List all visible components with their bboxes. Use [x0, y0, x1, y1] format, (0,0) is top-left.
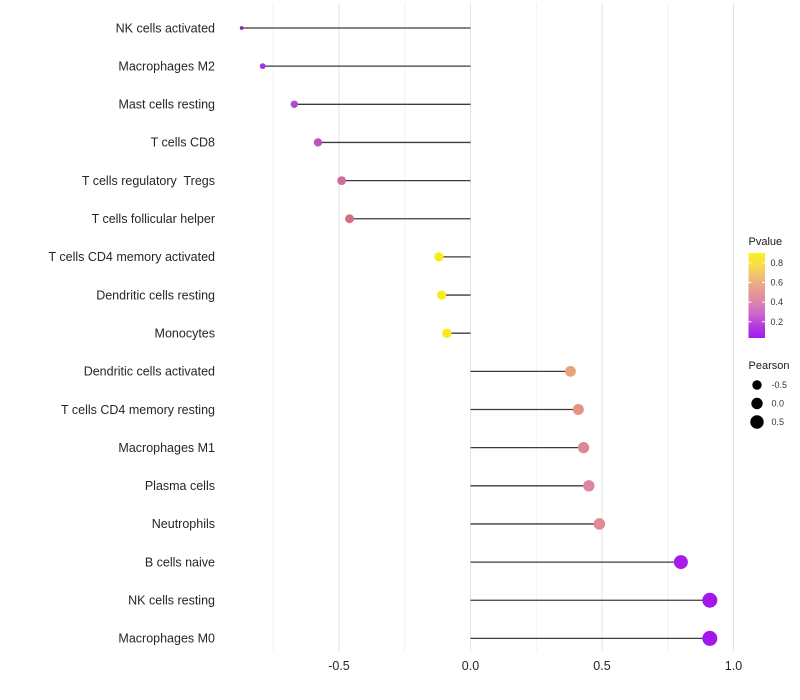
- x-axis-tick-label: 0.5: [593, 659, 610, 673]
- lollipop-dot[interactable]: [313, 138, 323, 147]
- lollipop-dot[interactable]: [583, 480, 595, 492]
- lollipop-dot[interactable]: [702, 630, 718, 646]
- pearson-legend-dot: [750, 415, 764, 429]
- lollipop-dot[interactable]: [345, 214, 355, 224]
- pearson-legend-label: -0.5: [772, 380, 788, 390]
- lollipop-dot[interactable]: [436, 290, 447, 300]
- y-axis-label: T cells CD8: [151, 136, 215, 150]
- pearson-legend-dot: [752, 380, 762, 390]
- pvalue-legend-tick-label: 0.6: [771, 278, 784, 288]
- lollipop-dot[interactable]: [565, 365, 576, 377]
- x-axis-tick-label: 0.0: [462, 659, 479, 673]
- y-axis-label: Plasma cells: [145, 479, 215, 493]
- y-axis-label: Macrophages M0: [118, 632, 215, 646]
- y-axis-label: T cells follicular helper: [92, 212, 215, 226]
- y-axis-label: Mast cells resting: [118, 98, 215, 112]
- y-axis-label: T cells CD4 memory resting: [61, 403, 215, 417]
- pvalue-legend-tick-label: 0.4: [771, 297, 784, 307]
- pvalue-legend-tick-label: 0.8: [771, 258, 784, 268]
- pearson-legend-label: 0.5: [772, 417, 785, 427]
- y-axis-label: Dendritic cells activated: [84, 365, 215, 379]
- pearson-legend-label: 0.0: [772, 399, 785, 409]
- y-axis-label: T cells regulatory Tregs: [82, 174, 215, 188]
- y-axis-label: Dendritic cells resting: [96, 288, 215, 302]
- y-axis-label: NK cells activated: [116, 21, 215, 35]
- y-axis-label: T cells CD4 memory activated: [49, 250, 216, 264]
- x-axis-tick-label: -0.5: [328, 659, 350, 673]
- lollipop-dot[interactable]: [290, 100, 298, 109]
- pvalue-legend-tick-label: 0.2: [771, 317, 784, 327]
- pearson-legend-title: Pearson: [748, 360, 790, 372]
- pearson-legend-dot: [751, 397, 763, 410]
- lollipop-dot[interactable]: [572, 404, 584, 415]
- lollipop-dot[interactable]: [239, 26, 244, 30]
- lollipop-dot[interactable]: [337, 176, 347, 186]
- lollipop-dot[interactable]: [593, 518, 606, 530]
- lollipop-dot[interactable]: [673, 555, 688, 570]
- lollipop-dot[interactable]: [442, 328, 452, 338]
- lollipop-dot[interactable]: [577, 442, 590, 454]
- pvalue-legend-title: Pvalue: [748, 236, 783, 248]
- y-axis-label: NK cells resting: [128, 594, 215, 608]
- y-axis-label: B cells naive: [145, 555, 215, 569]
- y-axis-label: Macrophages M2: [118, 59, 215, 73]
- y-axis-label: Monocytes: [155, 326, 215, 340]
- lollipop-dot[interactable]: [434, 252, 444, 262]
- x-axis-tick-label: 1.0: [725, 659, 742, 673]
- y-axis-label: Macrophages M1: [118, 441, 215, 455]
- lollipop-dot[interactable]: [702, 592, 718, 608]
- pvalue-gradient-bar: [748, 253, 765, 338]
- y-axis-label: Neutrophils: [152, 517, 215, 531]
- lollipop-dot[interactable]: [259, 63, 266, 70]
